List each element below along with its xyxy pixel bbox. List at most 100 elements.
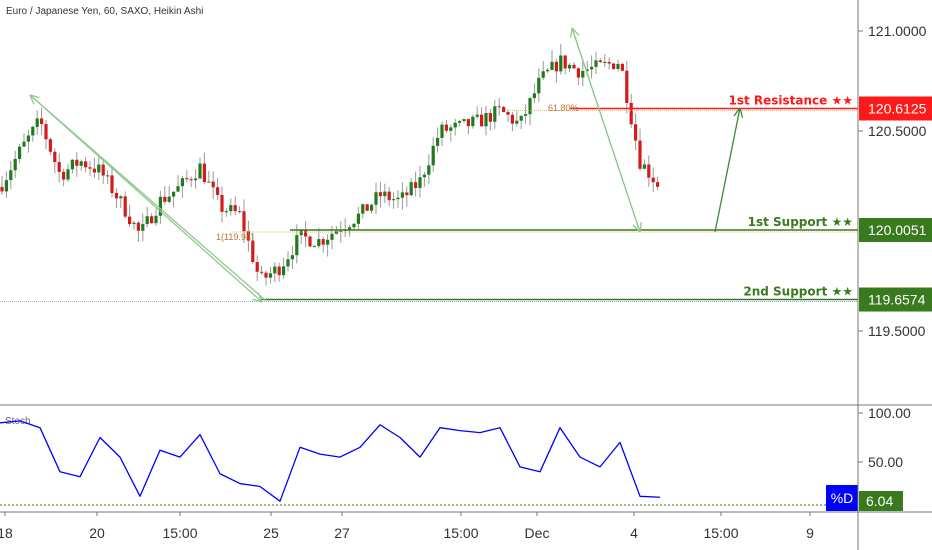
candle [229, 205, 233, 212]
candle [185, 178, 189, 180]
candle [167, 196, 171, 202]
price-tick: 120.5000 [868, 123, 927, 139]
candle [114, 192, 118, 199]
candle [471, 116, 475, 127]
candle [180, 178, 184, 187]
candle [282, 266, 286, 276]
candle [321, 239, 325, 245]
candle [202, 163, 206, 183]
candle [647, 164, 651, 178]
candle [312, 246, 316, 248]
candle [35, 118, 39, 127]
stoch-line [0, 420, 661, 502]
candle [26, 135, 30, 142]
candle [541, 71, 545, 78]
candle [207, 181, 211, 183]
candle [431, 145, 435, 166]
d-badge [826, 485, 858, 511]
candle [590, 66, 594, 70]
candle [409, 182, 413, 196]
candle [612, 63, 616, 69]
candle [9, 170, 13, 181]
candle [264, 272, 268, 278]
candle [563, 55, 567, 69]
candle [480, 114, 484, 127]
candle [18, 146, 22, 159]
candle [629, 102, 633, 125]
arrow-head [29, 94, 40, 99]
candle [400, 192, 404, 198]
candle [317, 239, 321, 247]
candle [339, 230, 343, 232]
candle [242, 211, 246, 232]
candle [436, 137, 440, 146]
candle [277, 266, 281, 276]
candle [66, 169, 70, 180]
arrow-head [257, 292, 263, 303]
stoch-tick: 50.00 [868, 454, 903, 470]
candle [44, 124, 48, 140]
candle [255, 262, 259, 272]
candle [128, 216, 132, 225]
candle [260, 271, 264, 273]
time-tick: 27 [334, 525, 350, 541]
chart-title: Euro / Japanese Yen, 60, SAXO, Heikin As… [6, 6, 204, 17]
candle [251, 240, 255, 263]
candle [515, 120, 519, 124]
candle [189, 179, 193, 181]
candle [145, 216, 149, 225]
candle [559, 55, 563, 72]
candle [136, 222, 140, 231]
candle [352, 223, 356, 228]
candle [370, 204, 374, 211]
candle [581, 70, 585, 78]
arrow-head [252, 298, 263, 303]
candle [638, 140, 642, 169]
price-tag-value: 120.0051 [868, 222, 927, 238]
candle [444, 124, 448, 131]
candle [497, 106, 501, 108]
candle [92, 168, 96, 173]
time-tick: 25 [263, 525, 279, 541]
price-tag [859, 217, 932, 242]
candle [598, 60, 602, 63]
fib-label: 61.80% [548, 103, 579, 113]
candle [123, 196, 127, 217]
time-tick: 15:00 [162, 525, 197, 541]
candle [57, 162, 61, 172]
candle [194, 178, 198, 181]
arrow-head [639, 221, 642, 233]
level-label: 1st Resistance ★★ [728, 94, 853, 108]
stoch-value-tag [859, 491, 903, 511]
candle [88, 167, 92, 169]
candle [150, 216, 154, 224]
candle [550, 61, 554, 70]
candle [422, 174, 426, 178]
candle [348, 227, 352, 230]
candle [198, 163, 202, 179]
candle [216, 187, 220, 195]
candle [40, 118, 44, 125]
candle [84, 161, 88, 168]
candle [268, 273, 272, 278]
candle [453, 122, 457, 128]
candle [22, 141, 26, 147]
candle [594, 60, 598, 67]
candle [334, 231, 338, 234]
candle [405, 192, 409, 196]
candle [651, 177, 655, 183]
candle [154, 215, 158, 224]
candle [585, 69, 589, 71]
candle [418, 177, 422, 188]
price-tag [859, 287, 932, 312]
stoch-value: 6.04 [866, 493, 893, 509]
price-tag [859, 96, 932, 121]
fib-label: 1(119.94) [216, 232, 254, 242]
candle [642, 164, 646, 169]
candle [79, 161, 83, 166]
arrows [29, 27, 744, 303]
price-tick: 119.5000 [868, 323, 926, 339]
candle [484, 113, 488, 127]
candle [326, 239, 330, 245]
